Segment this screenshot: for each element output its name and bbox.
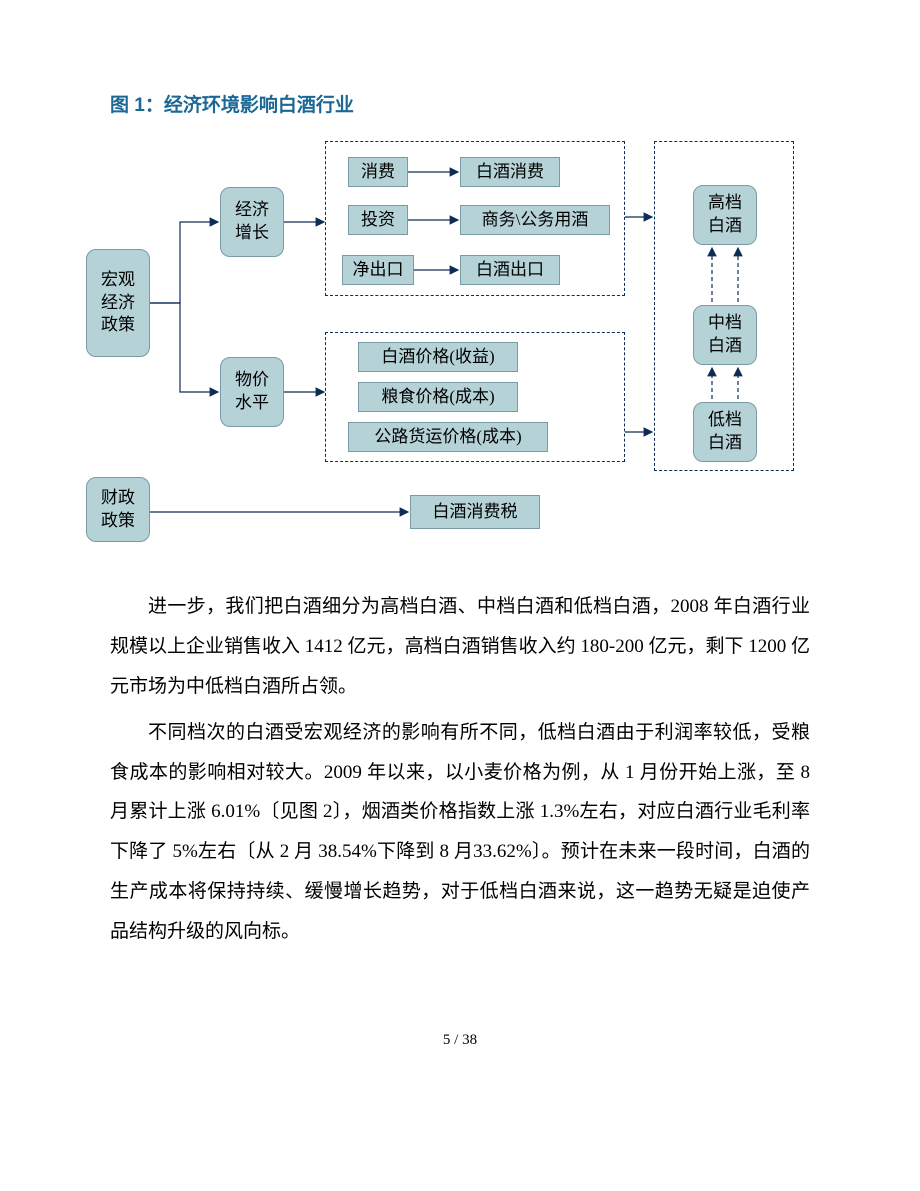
node-net-export: 净出口: [342, 255, 414, 285]
node-consumption: 消费: [348, 157, 408, 187]
node-investment: 投资: [348, 205, 408, 235]
paragraph-1: 进一步，我们把白酒细分为高档白酒、中档白酒和低档白酒，2008 年白酒行业规模以…: [110, 587, 810, 707]
node-high-tier: 高档 白酒: [693, 185, 757, 245]
node-low-tier: 低档 白酒: [693, 402, 757, 462]
node-price-level: 物价 水平: [220, 357, 284, 427]
node-baijiu-tax: 白酒消费税: [410, 495, 540, 529]
node-mid-tier: 中档 白酒: [693, 305, 757, 365]
node-biz-use: 商务\公务用酒: [460, 205, 610, 235]
node-econ-growth: 经济 增长: [220, 187, 284, 257]
figure-title: 图 1：经济环境影响白酒行业: [110, 90, 810, 117]
node-baijiu-export: 白酒出口: [460, 255, 560, 285]
node-grain-price: 粮食价格(成本): [358, 382, 518, 412]
node-freight-price: 公路货运价格(成本): [348, 422, 548, 452]
node-fiscal-policy: 财政 政策: [86, 477, 150, 542]
node-macro-policy: 宏观 经济 政策: [86, 249, 150, 357]
paragraph-2: 不同档次的白酒受宏观经济的影响有所不同，低档白酒由于利润率较低，受粮食成本的影响…: [110, 713, 810, 952]
node-baijiu-price: 白酒价格(收益): [358, 342, 518, 372]
document-page: 图 1：经济环境影响白酒行业 宏观 经济 政策 财政 政策 经济 增长 物价 水…: [0, 0, 920, 1109]
flowchart-diagram: 宏观 经济 政策 财政 政策 经济 增长 物价 水平 消费 投资 净出口 白酒消…: [80, 137, 800, 557]
node-baijiu-consume: 白酒消费: [460, 157, 560, 187]
page-number: 5 / 38: [110, 1032, 810, 1049]
